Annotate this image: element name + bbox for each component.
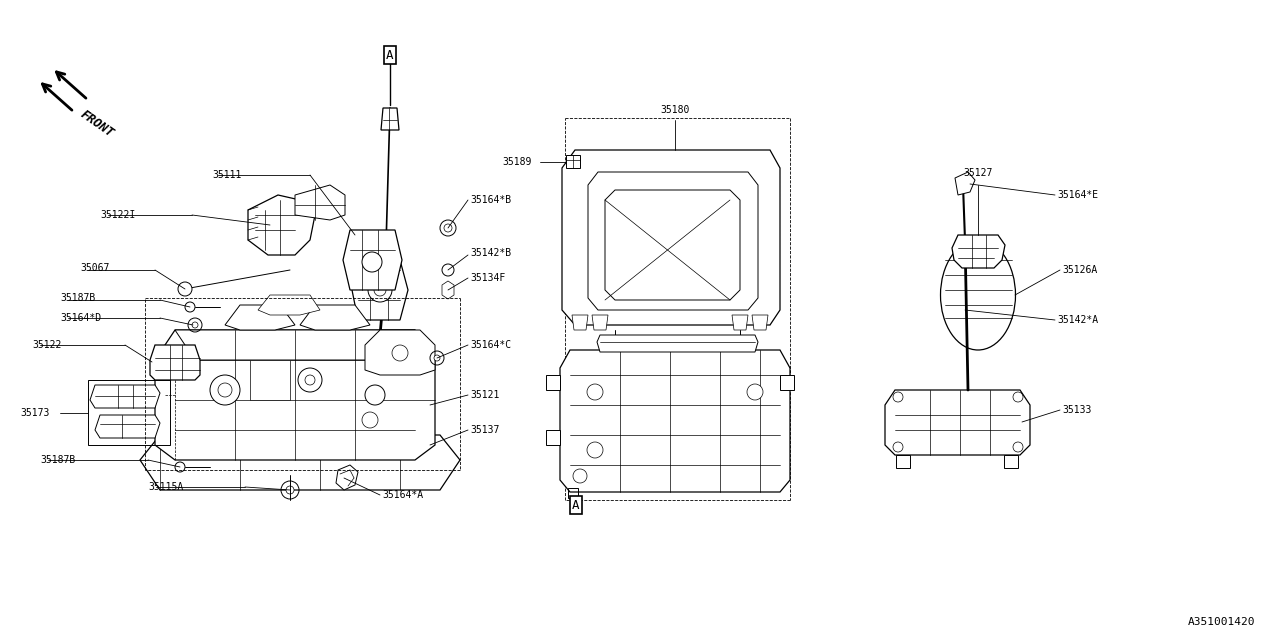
- Polygon shape: [547, 375, 561, 390]
- Circle shape: [192, 322, 198, 328]
- Text: A: A: [572, 499, 580, 511]
- Text: 35126A: 35126A: [1062, 265, 1097, 275]
- Polygon shape: [561, 350, 790, 492]
- Polygon shape: [300, 305, 370, 330]
- Text: 35122: 35122: [32, 340, 61, 350]
- Polygon shape: [335, 465, 358, 490]
- Text: A: A: [387, 49, 394, 61]
- Polygon shape: [780, 375, 794, 390]
- Text: 35164*B: 35164*B: [470, 195, 511, 205]
- Text: 35142*A: 35142*A: [1057, 315, 1098, 325]
- Circle shape: [362, 412, 378, 428]
- Polygon shape: [381, 108, 399, 130]
- Polygon shape: [95, 415, 160, 438]
- Polygon shape: [1004, 455, 1018, 468]
- Text: 35115A: 35115A: [148, 482, 183, 492]
- Polygon shape: [155, 330, 435, 460]
- Polygon shape: [605, 190, 740, 300]
- Text: A351001420: A351001420: [1188, 617, 1254, 627]
- Polygon shape: [591, 315, 608, 330]
- Circle shape: [186, 302, 195, 312]
- Polygon shape: [365, 330, 435, 375]
- Text: 35187B: 35187B: [40, 455, 76, 465]
- Circle shape: [748, 384, 763, 400]
- Polygon shape: [566, 155, 580, 168]
- Polygon shape: [732, 315, 748, 330]
- Polygon shape: [884, 390, 1030, 455]
- Text: 35164*D: 35164*D: [60, 313, 101, 323]
- Polygon shape: [140, 435, 460, 490]
- Text: 35122I: 35122I: [100, 210, 136, 220]
- Circle shape: [434, 355, 440, 361]
- Polygon shape: [225, 305, 294, 330]
- Circle shape: [210, 375, 241, 405]
- Polygon shape: [952, 235, 1005, 268]
- Ellipse shape: [941, 240, 1015, 350]
- Circle shape: [369, 278, 392, 302]
- Polygon shape: [250, 360, 291, 400]
- Polygon shape: [90, 385, 160, 408]
- Polygon shape: [294, 185, 346, 220]
- Polygon shape: [572, 315, 588, 330]
- Polygon shape: [588, 172, 758, 310]
- Circle shape: [588, 384, 603, 400]
- Polygon shape: [248, 195, 315, 255]
- Polygon shape: [259, 295, 320, 315]
- Text: 35164*C: 35164*C: [470, 340, 511, 350]
- Polygon shape: [175, 330, 435, 360]
- Circle shape: [374, 284, 387, 296]
- Circle shape: [573, 469, 588, 483]
- Circle shape: [365, 385, 385, 405]
- Polygon shape: [343, 230, 402, 290]
- Polygon shape: [442, 281, 454, 299]
- Text: 35133: 35133: [1062, 405, 1092, 415]
- Polygon shape: [150, 345, 200, 380]
- Text: 35187B: 35187B: [60, 293, 95, 303]
- Text: 35067: 35067: [79, 263, 109, 273]
- Text: 35111: 35111: [212, 170, 242, 180]
- Circle shape: [392, 345, 408, 361]
- Circle shape: [178, 282, 192, 296]
- Text: 35173: 35173: [20, 408, 50, 418]
- Polygon shape: [562, 150, 780, 325]
- Text: 35189: 35189: [503, 157, 532, 167]
- Text: FRONT: FRONT: [78, 108, 116, 140]
- Text: 35180: 35180: [660, 105, 690, 115]
- Polygon shape: [753, 315, 768, 330]
- Text: 35127: 35127: [964, 168, 993, 178]
- Polygon shape: [596, 335, 758, 352]
- Text: 35164*A: 35164*A: [381, 490, 424, 500]
- Circle shape: [285, 486, 294, 494]
- Circle shape: [175, 462, 186, 472]
- Text: 35137: 35137: [470, 425, 499, 435]
- Text: 35121: 35121: [470, 390, 499, 400]
- Circle shape: [298, 368, 323, 392]
- Text: 35164*E: 35164*E: [1057, 190, 1098, 200]
- Circle shape: [588, 442, 603, 458]
- Text: 35142*B: 35142*B: [470, 248, 511, 258]
- Polygon shape: [352, 260, 408, 320]
- Text: 35134F: 35134F: [470, 273, 506, 283]
- Polygon shape: [896, 455, 910, 468]
- Circle shape: [362, 252, 381, 272]
- Circle shape: [444, 224, 452, 232]
- Polygon shape: [955, 172, 975, 195]
- Polygon shape: [547, 430, 561, 445]
